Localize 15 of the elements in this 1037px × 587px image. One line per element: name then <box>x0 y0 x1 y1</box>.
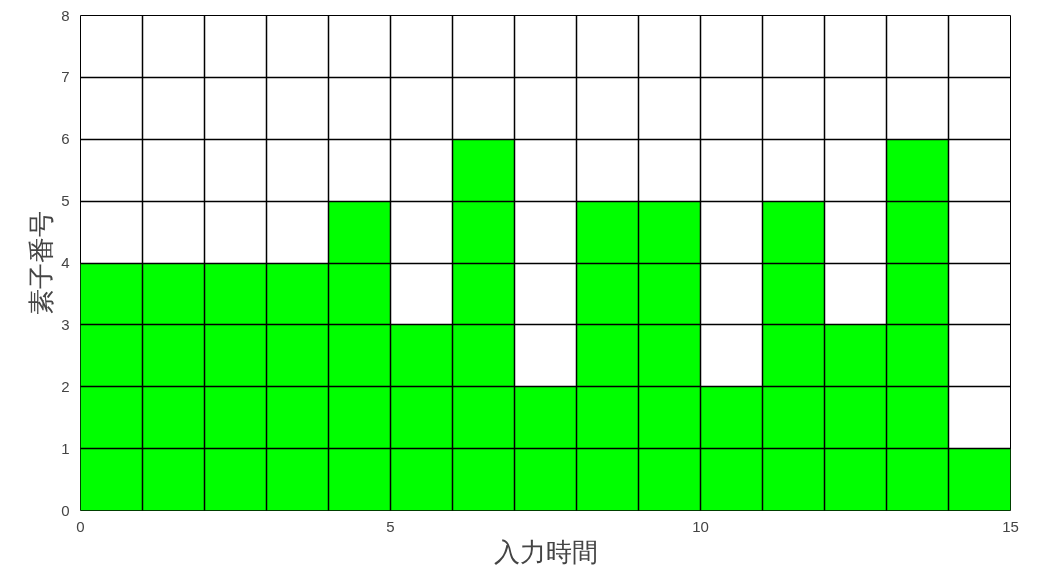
y-tick-label: 5 <box>61 192 70 210</box>
y-tick-label: 0 <box>61 501 70 519</box>
y-tick-label: 7 <box>61 68 70 86</box>
y-tick-label: 4 <box>61 254 70 271</box>
x-axis-title: 入力時間 <box>493 536 598 567</box>
x-tick-label: 15 <box>1002 517 1019 535</box>
y-tick-label: 1 <box>61 439 70 457</box>
y-tick-label: 2 <box>61 377 70 395</box>
y-tick-label: 8 <box>61 6 70 24</box>
y-tick-label: 3 <box>61 315 70 333</box>
y-axis-title: 素子番号 <box>26 211 57 315</box>
x-tick-label: 0 <box>76 517 85 535</box>
y-tick-label: 6 <box>61 130 70 148</box>
x-tick-label: 10 <box>692 517 709 535</box>
x-tick-label: 5 <box>386 517 395 535</box>
